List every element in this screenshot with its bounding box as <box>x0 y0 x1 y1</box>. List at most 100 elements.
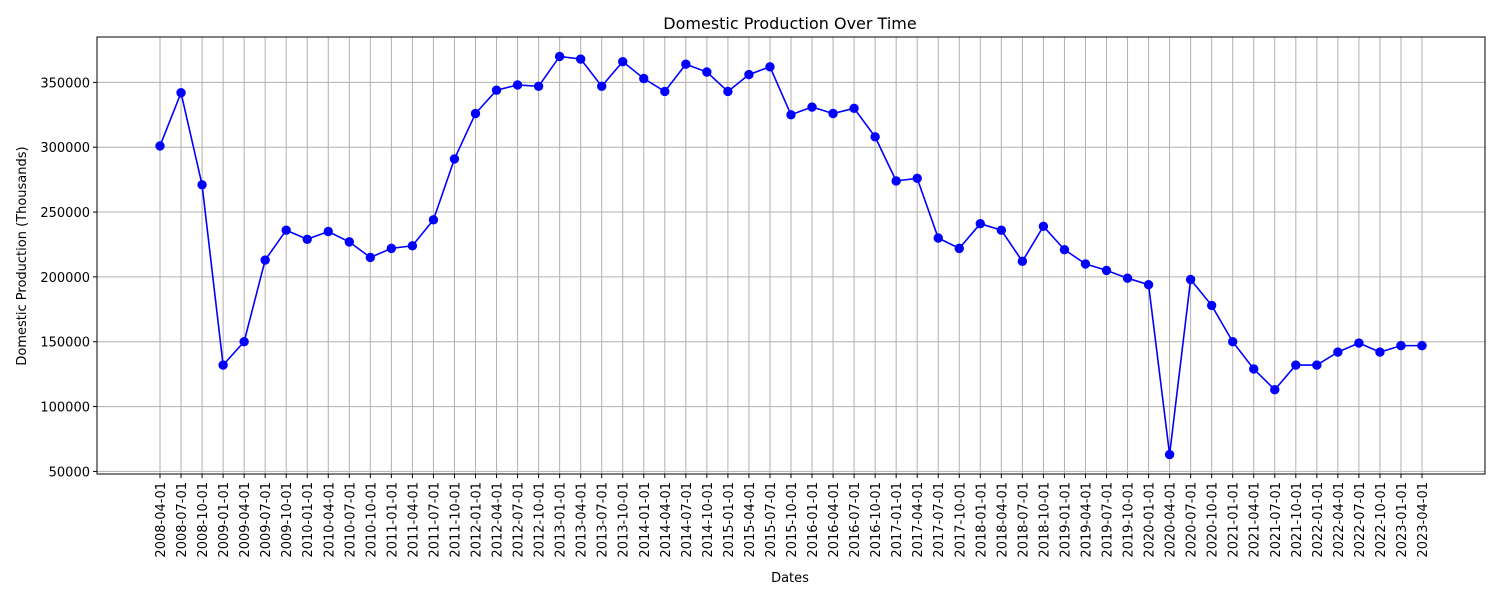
x-tick-label: 2022-07-01 <box>1353 482 1368 558</box>
data-point <box>428 215 439 225</box>
x-tick-label: 2015-04-01 <box>743 482 758 558</box>
x-tick-label: 2022-01-01 <box>1311 482 1326 558</box>
x-tick-label: 2010-04-01 <box>322 482 337 558</box>
grid <box>97 37 1485 474</box>
data-point <box>681 59 691 69</box>
x-axis-ticks: 2008-04-01 2008-07-01 2008-10-01 2009-01-01… <box>154 474 1431 558</box>
x-tick-label: 2016-10-01 <box>869 482 884 558</box>
x-tick-label: 2017-07-01 <box>932 482 947 558</box>
x-tick-label: 2016-01-01 <box>806 482 821 558</box>
data-point <box>1143 279 1154 290</box>
x-tick-label: 2021-01-01 <box>1227 482 1242 558</box>
y-axis-ticks: 50000 100000 150000 200000 250000 300000 35000… <box>40 76 97 480</box>
x-tick-label: 2015-07-01 <box>764 482 779 558</box>
data-point <box>1228 337 1238 347</box>
x-tick-label: 2013-10-01 <box>617 482 632 558</box>
data-point <box>702 67 712 77</box>
data-point <box>870 132 880 142</box>
data-point <box>828 108 838 119</box>
data-point <box>1396 340 1406 351</box>
x-tick-label: 2018-01-01 <box>974 482 989 558</box>
x-tick-label: 2010-01-01 <box>301 482 316 558</box>
y-axis-label: Domestic Production (Thousands) <box>15 146 30 365</box>
x-tick-label: 2018-10-01 <box>1037 482 1052 558</box>
x-tick-label: 2009-01-01 <box>217 482 232 558</box>
x-tick-label: 2014-07-01 <box>680 482 695 558</box>
y-tick-label: 300000 <box>40 141 90 156</box>
data-point <box>744 69 754 80</box>
data-point <box>218 360 228 370</box>
data-point <box>344 237 354 247</box>
x-tick-label: 2015-10-01 <box>785 482 800 558</box>
x-tick-label: 2010-07-01 <box>343 482 358 558</box>
x-tick-label: 2018-04-01 <box>995 482 1010 558</box>
data-point <box>954 243 964 254</box>
data-point <box>1291 360 1301 370</box>
data-point <box>302 234 312 244</box>
x-tick-label: 2011-04-01 <box>406 482 421 558</box>
data-point <box>1417 340 1427 351</box>
x-tick-label: 2016-07-01 <box>848 482 863 558</box>
x-tick-label: 2017-01-01 <box>890 482 905 558</box>
x-tick-label: 2013-04-01 <box>575 482 590 558</box>
x-tick-label: 2013-07-01 <box>596 482 611 558</box>
data-point <box>1375 347 1385 357</box>
x-tick-label: 2008-10-01 <box>196 482 211 558</box>
data-point <box>1333 347 1343 357</box>
data-point <box>533 81 544 91</box>
data-point <box>1185 274 1196 285</box>
data-point <box>660 86 670 97</box>
x-tick-label: 2021-04-01 <box>1248 482 1263 558</box>
x-tick-label: 2013-01-01 <box>554 482 569 558</box>
x-tick-label: 2023-01-01 <box>1395 482 1410 558</box>
data-point <box>1038 221 1049 232</box>
data-point <box>1080 259 1091 269</box>
data-point <box>1270 385 1280 395</box>
data-point <box>260 255 270 265</box>
data-point <box>239 337 249 347</box>
data-point <box>1017 256 1028 267</box>
data-point <box>765 62 775 72</box>
x-tick-label: 2014-01-01 <box>638 482 653 558</box>
x-tick-label: 2020-07-01 <box>1185 482 1200 558</box>
plot-frame <box>96 36 1486 475</box>
data-point <box>933 233 943 243</box>
x-tick-label: 2009-07-01 <box>259 482 274 558</box>
x-tick-label: 2020-10-01 <box>1206 482 1221 558</box>
data-point <box>723 86 733 97</box>
data-point <box>807 102 817 112</box>
data-point <box>1059 244 1070 255</box>
data-point <box>1206 300 1217 311</box>
data-point <box>786 110 796 120</box>
y-tick-label: 350000 <box>40 76 90 91</box>
data-point <box>891 176 901 186</box>
y-tick-label: 100000 <box>40 401 90 416</box>
data-point <box>407 241 418 251</box>
data-point <box>1164 449 1175 460</box>
series-markers <box>155 51 1427 460</box>
data-point <box>849 103 859 114</box>
x-tick-label: 2020-04-01 <box>1164 482 1179 558</box>
x-tick-label: 2017-04-01 <box>911 482 926 558</box>
x-tick-label: 2014-04-01 <box>659 482 674 558</box>
x-tick-label: 2015-01-01 <box>722 482 737 558</box>
data-point <box>449 154 460 164</box>
x-tick-label: 2021-07-01 <box>1269 482 1284 558</box>
data-point <box>639 73 649 84</box>
data-point <box>996 225 1007 235</box>
x-tick-label: 2009-10-01 <box>280 482 295 558</box>
chart-title: Domestic Production Over Time <box>663 14 916 33</box>
data-point <box>365 252 376 263</box>
x-tick-label: 2017-10-01 <box>953 482 968 558</box>
x-tick-label: 2009-04-01 <box>238 482 253 558</box>
x-tick-label: 2019-01-01 <box>1058 482 1073 558</box>
x-tick-label: 2019-10-01 <box>1122 482 1137 558</box>
x-tick-label: 2019-07-01 <box>1101 482 1116 558</box>
data-point <box>1249 364 1259 374</box>
y-tick-label: 200000 <box>40 271 90 286</box>
x-tick-label: 2011-10-01 <box>448 482 463 558</box>
x-axis-label: Dates <box>771 571 809 586</box>
data-point <box>554 51 565 62</box>
y-tick-label: 250000 <box>40 206 90 221</box>
